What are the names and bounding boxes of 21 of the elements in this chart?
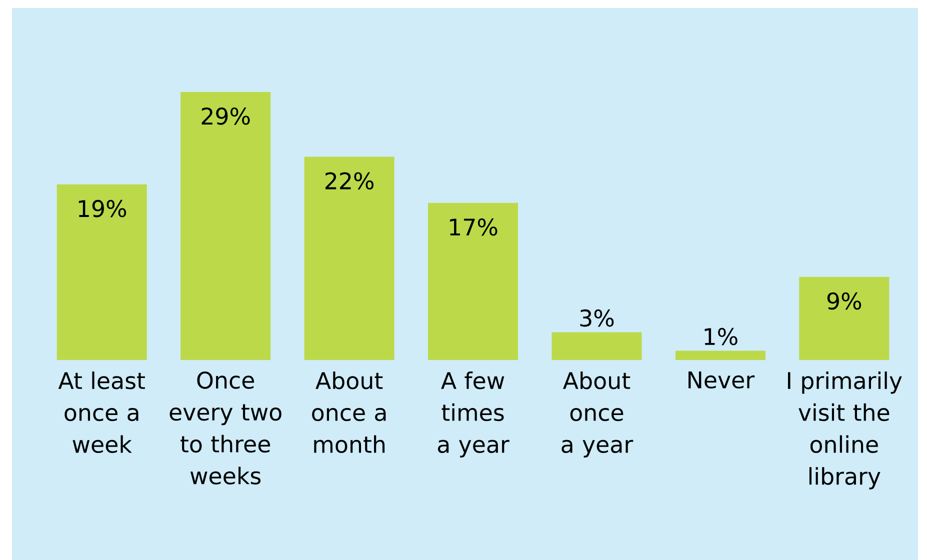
bar: [428, 202, 518, 360]
data-label: 19%: [78, 200, 126, 218]
x-tick-label: A few times a year: [438, 372, 510, 458]
data-label: 17%: [450, 218, 498, 236]
data-label: 29%: [202, 108, 250, 125]
bar: [552, 332, 642, 360]
bar: [304, 156, 394, 360]
data-label: 1%: [704, 328, 738, 346]
bar: [56, 184, 147, 360]
bar: [799, 276, 890, 360]
bar: [675, 350, 766, 360]
x-tick-label: Never: [688, 372, 755, 389]
bar: [180, 92, 271, 360]
data-label: 22%: [325, 172, 374, 190]
x-tick-label: I primarily visit the online library: [788, 372, 902, 490]
data-label: 9%: [827, 292, 862, 310]
x-tick-label: Once every two to three weeks: [170, 372, 282, 484]
x-tick-label: About once a year: [562, 372, 634, 458]
x-tick-label: At least once a week: [58, 372, 145, 454]
data-label: 3%: [580, 309, 614, 327]
x-tick-label: About once a month: [312, 372, 386, 454]
